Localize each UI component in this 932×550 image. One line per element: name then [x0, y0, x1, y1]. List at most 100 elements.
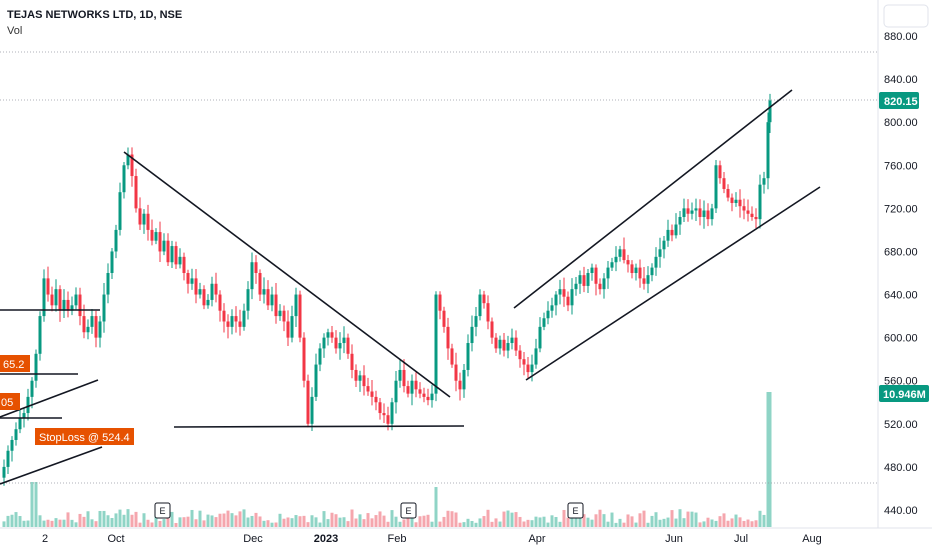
entry-label-box[interactable]: [0, 393, 20, 410]
candle-body: [690, 210, 694, 214]
volume-bar: [566, 517, 570, 527]
channel-lower-line[interactable]: [525, 186, 821, 381]
price-axis[interactable]: 880.00 840.00 800.00 760.00 720.00 680.00 640.…: [884, 31, 918, 517]
volume-bar: [262, 520, 266, 527]
channel-upper-line[interactable]: [513, 89, 793, 309]
volume-bar: [454, 512, 458, 527]
candle-body: [426, 396, 430, 401]
candle-body: [366, 386, 370, 392]
volume-bar: [490, 521, 494, 527]
candle-body: [382, 413, 386, 416]
volume-bar: [6, 515, 10, 527]
candle-body: [214, 283, 218, 295]
volume-bar: [390, 510, 394, 527]
candle-body: [442, 310, 446, 327]
candle-body: [150, 229, 154, 241]
stoploss-label-box[interactable]: [35, 428, 134, 445]
candle-body: [342, 337, 346, 344]
volume-bar: [282, 518, 286, 527]
annotation-labels[interactable]: 65.2 05 StopLoss @ 524.4: [0, 355, 134, 445]
volume-bar: [286, 517, 290, 527]
volume-bar: [622, 522, 626, 527]
volume-bar: [270, 522, 274, 527]
candle-body: [390, 402, 394, 424]
candle-body: [462, 369, 466, 390]
chart-settings-button[interactable]: [883, 4, 929, 28]
candle-body: [578, 275, 582, 284]
earnings-markers[interactable]: E E E: [154, 502, 584, 519]
volume-bar: [570, 510, 574, 527]
candle-body: [410, 380, 414, 394]
volume-bar: [290, 518, 294, 527]
candle-body: [754, 216, 758, 220]
candle-body: [14, 429, 18, 440]
volume-bar: [666, 517, 670, 527]
volume-bar: [78, 513, 82, 527]
candle-body: [430, 393, 434, 401]
support-line[interactable]: [173, 425, 465, 428]
volume-bar: [266, 520, 270, 527]
candle-body: [726, 188, 730, 198]
earnings-marker-text: E: [572, 506, 578, 516]
volume-label: Vol: [7, 25, 23, 37]
candle-body: [622, 249, 626, 261]
volume-bar: [342, 517, 346, 527]
candle-body: [522, 359, 526, 365]
entry-label-text: 05: [1, 397, 13, 409]
candle-body: [82, 316, 86, 333]
volume-bar: [762, 514, 766, 527]
uptrend-line-left[interactable]: [0, 446, 103, 485]
candle-body: [758, 184, 762, 220]
volume-bar: [146, 519, 150, 527]
downtrend-line[interactable]: [123, 151, 451, 398]
volume-bar: [398, 521, 402, 527]
volume-bar: [230, 513, 234, 527]
price-tick-label: 560.00: [884, 376, 918, 388]
price-tick-label: 840.00: [884, 74, 918, 86]
price-tick-label: 480.00: [884, 462, 918, 474]
trendlines[interactable]: [0, 89, 821, 485]
candle-body: [270, 294, 274, 306]
candle-body: [198, 289, 202, 295]
volume-bar: [30, 482, 34, 527]
time-axis[interactable]: 2 Oct Dec 2023 Feb Apr Jun Jul Aug: [42, 533, 822, 545]
earnings-marker-oct[interactable]: [154, 502, 171, 519]
candle-body: [54, 289, 58, 306]
candle-body: [38, 316, 42, 354]
volume-bar: [62, 519, 66, 527]
candle-body: [678, 216, 682, 225]
earnings-marker-feb[interactable]: [400, 502, 417, 519]
volume-bar: [74, 522, 78, 527]
candle-body: [558, 289, 562, 295]
volume-bar: [150, 522, 154, 527]
candle-body: [506, 343, 510, 351]
volume-bar: [98, 510, 102, 527]
candle-body: [298, 294, 302, 338]
target-label-text: 65.2: [3, 359, 24, 371]
candle-body: [66, 299, 70, 311]
candle-body: [86, 326, 90, 333]
volume-bar: [706, 517, 710, 527]
candle-body: [306, 380, 310, 424]
candle-body: [250, 262, 254, 290]
volume-bar: [314, 517, 318, 527]
candle-body: [582, 275, 586, 286]
volume-bar: [470, 520, 474, 527]
time-tick-label: Jul: [734, 533, 748, 545]
target-label-box[interactable]: [0, 355, 30, 372]
candle-body: [730, 197, 734, 203]
volume-bar: [54, 518, 58, 527]
candle-body: [26, 396, 30, 414]
candle-body: [226, 321, 230, 327]
volume-bar: [302, 515, 306, 527]
candle-body: [386, 415, 390, 424]
candle-body: [702, 210, 706, 217]
earnings-marker-may[interactable]: [567, 502, 584, 519]
volume-bar: [250, 515, 254, 527]
candle-body: [78, 294, 82, 317]
trend-line-left[interactable]: [0, 379, 99, 418]
volume-bar: [702, 521, 706, 527]
candle-body: [358, 375, 362, 381]
volume-bar: [298, 516, 302, 527]
